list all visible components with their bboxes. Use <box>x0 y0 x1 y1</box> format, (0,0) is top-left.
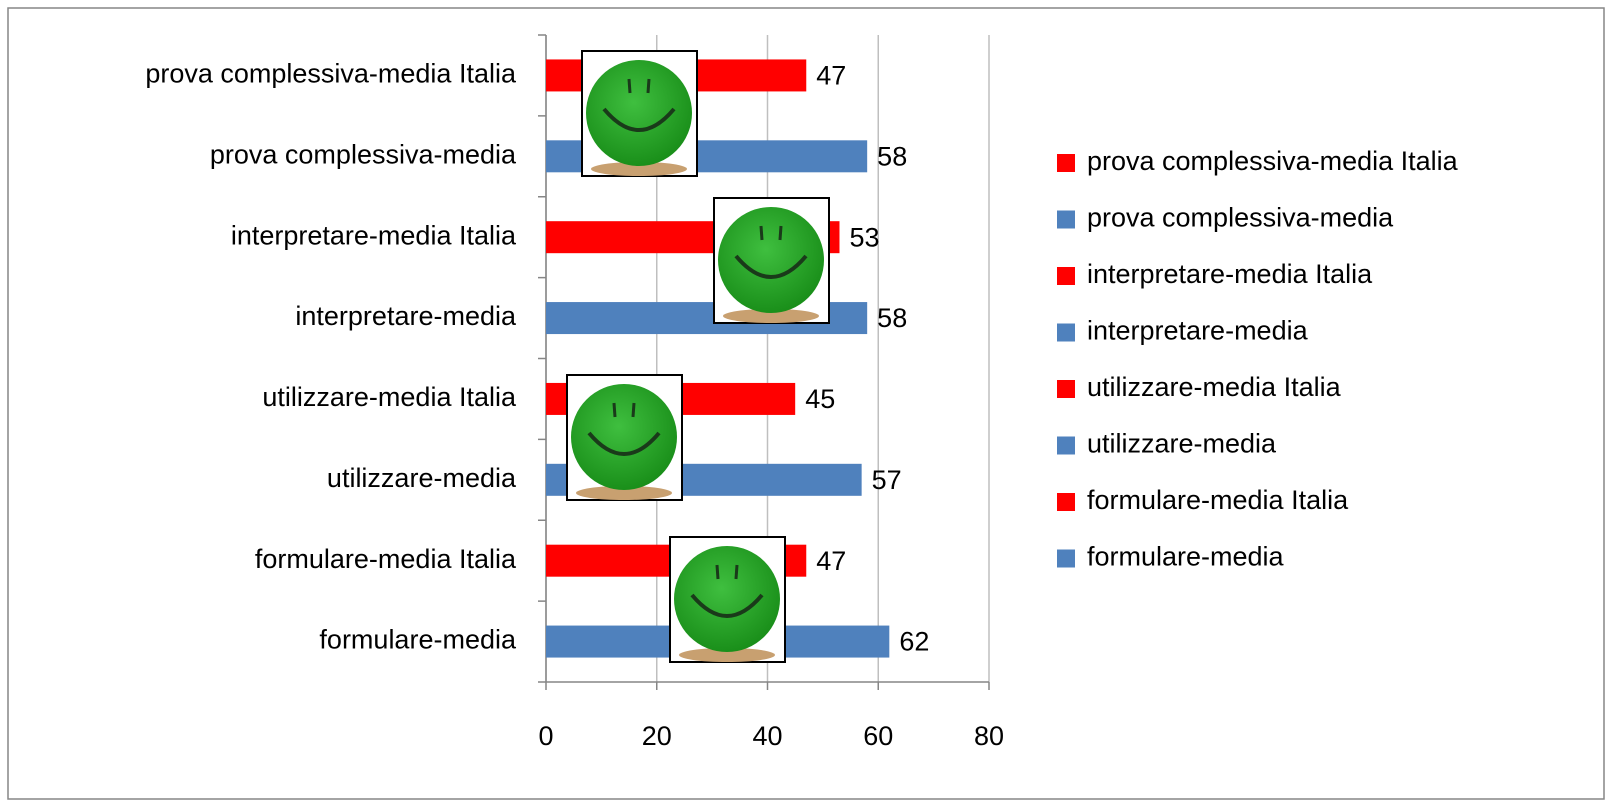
data-label: 53 <box>849 222 879 252</box>
legend-swatch <box>1057 324 1075 342</box>
data-label: 58 <box>877 303 907 333</box>
smiley <box>582 51 697 176</box>
legend-swatch <box>1057 267 1075 285</box>
smiley <box>714 198 829 323</box>
legend-label: interpretare-media <box>1087 316 1309 346</box>
data-label: 62 <box>899 627 929 657</box>
y-tick-label: prova complessiva-media <box>210 139 517 169</box>
legend-swatch <box>1057 493 1075 511</box>
smiley <box>567 375 682 500</box>
y-tick-label: interpretare-media Italia <box>231 220 517 250</box>
legend-swatch <box>1057 437 1075 455</box>
y-tick-label: formulare-media <box>319 625 517 655</box>
legend-swatch <box>1057 154 1075 172</box>
y-tick-label: utilizzare-media <box>327 463 517 493</box>
legend-label: prova complessiva-media <box>1087 203 1394 233</box>
smiley <box>670 537 785 662</box>
page: {"chart_data": { "type": "bar", "orienta… <box>0 0 1612 807</box>
data-label: 47 <box>816 61 846 91</box>
x-tick-label: 20 <box>642 721 672 751</box>
data-label: 47 <box>816 546 846 576</box>
legend-swatch <box>1057 550 1075 568</box>
data-label: 58 <box>877 141 907 171</box>
legend-label: formulare-media <box>1087 542 1285 572</box>
legend-swatch <box>1057 380 1075 398</box>
legend-label: utilizzare-media <box>1087 429 1277 459</box>
data-label: 45 <box>805 384 835 414</box>
y-tick-label: prova complessiva-media Italia <box>145 59 517 89</box>
x-tick-label: 40 <box>752 721 782 751</box>
legend-label: utilizzare-media Italia <box>1087 372 1342 402</box>
legend-label: interpretare-media Italia <box>1087 259 1373 289</box>
legend-swatch <box>1057 211 1075 229</box>
y-tick-label: formulare-media Italia <box>255 544 517 574</box>
x-tick-label: 0 <box>538 721 553 751</box>
x-tick-label: 60 <box>863 721 893 751</box>
legend-label: formulare-media Italia <box>1087 485 1349 515</box>
legend-label: prova complessiva-media Italia <box>1087 146 1459 176</box>
y-tick-label: utilizzare-media Italia <box>262 382 517 412</box>
x-tick-label: 80 <box>974 721 1004 751</box>
chart: 0 20 40 60 80 prova complessiva-media Italia 4… <box>0 0 1612 807</box>
y-tick-label: interpretare-media <box>295 301 517 331</box>
data-label: 57 <box>872 465 902 495</box>
